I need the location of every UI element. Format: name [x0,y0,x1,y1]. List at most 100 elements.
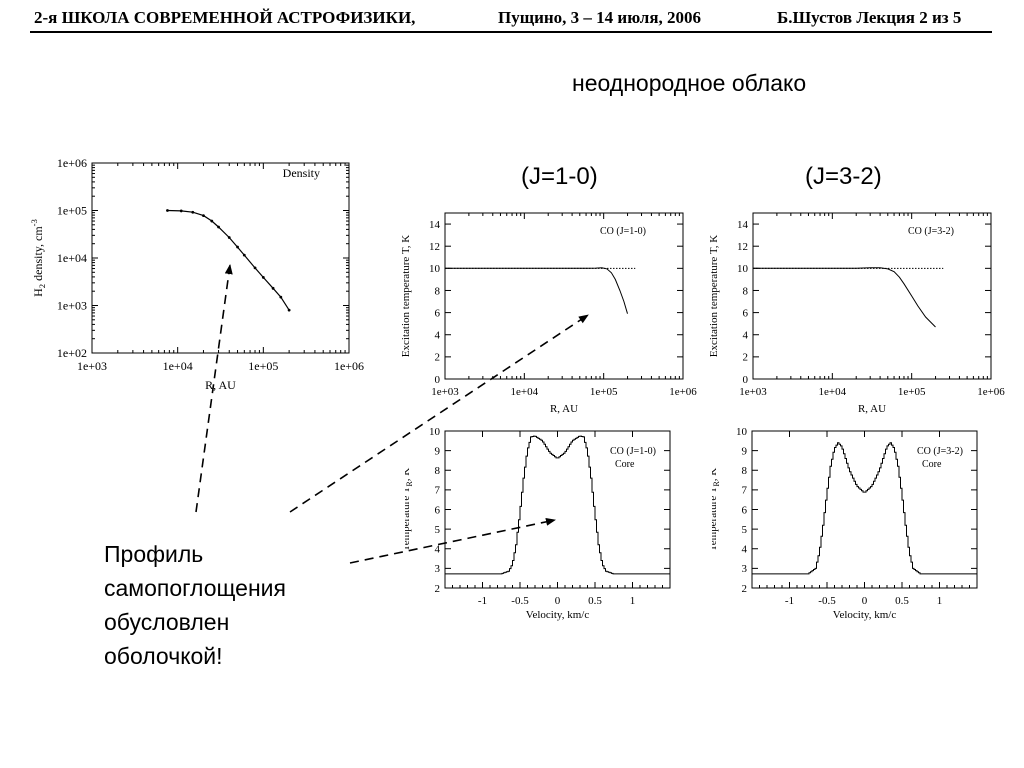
legend-entry: CO (J=1-0) [610,446,656,457]
x-axis-label: R, AU [858,403,886,415]
x-tick-label: 0 [862,595,868,607]
y-axis-label: Excitation temperature T, K [400,235,412,357]
y-tick-label: 14 [737,219,749,231]
y-tick-label: 4 [742,544,748,556]
x-tick-label: 1e+04 [819,386,847,398]
caption: Профиль самопоглощения обусловлен оболоч… [104,537,286,673]
y-axis-label: Temperature TR, K [405,468,414,551]
x-tick-label: 1e+05 [248,359,278,373]
y-tick-label: 1e+06 [57,156,87,170]
y-tick-label: 10 [737,263,749,275]
legend-entry: CO (J=3-2) [917,446,963,457]
y-tick-label: 7 [435,485,441,497]
series-line [753,267,936,328]
y-axis-label: Temperature TR, K [712,468,721,551]
x-tick-label: 1e+05 [898,386,926,398]
x-tick-label: -1 [785,595,794,607]
y-tick-label: 1e+04 [57,251,87,265]
legend-entry: Core [615,459,635,470]
header-school: 2-я ШКОЛА СОВРЕМЕННОЙ АСТРОФИЗИКИ, [34,8,416,27]
x-tick-label: 0.5 [588,595,602,607]
data-point [261,276,265,279]
spec-j10-chart: -1 -0.5 0 0.5 1 2 3 4 5 6 7 8 9 10 Velocity, km/c Tempe… [405,426,671,621]
plot-frame [444,212,684,380]
slide-header: 2-я ШКОЛА СОВРЕМЕННОЙ АСТРОФИЗИКИ, Пущин… [0,8,1024,34]
x-tick-label: 1e+05 [590,386,618,398]
arrow-to-tex-j10 [289,314,589,513]
x-tick-label: 1e+03 [739,386,767,398]
x-tick-label: 0 [555,595,561,607]
y-tick-label: 0 [743,374,749,386]
y-tick-label: 4 [435,330,441,342]
data-point [210,219,214,223]
y-tick-label: 7 [742,485,748,497]
y-tick-label: 2 [435,352,441,364]
header-divider [30,31,992,33]
x-tick-label: -0.5 [511,595,529,607]
y-tick-label: 9 [435,445,441,457]
y-tick-label: 9 [742,445,748,457]
x-axis-label: Velocity, km/c [833,609,897,621]
y-tick-label: 3 [435,563,441,575]
legend-entry: Core [922,459,942,470]
y-tick-label: 1e+02 [57,346,87,360]
y-tick-label: 8 [742,465,748,477]
series-line [445,435,670,575]
plot-frame [752,212,992,380]
data-point [287,308,291,312]
arrow-to-spec-j10 [349,517,556,564]
series-line [752,442,977,575]
caption-line-1: Профиль [104,541,204,567]
slide-title: неоднородное облако [572,70,807,96]
x-tick-label: 1e+04 [511,386,539,398]
legend-entry: CO (J=1-0) [600,226,646,237]
caption-line-3: обусловлен [104,609,230,635]
legend-entry: CO (J=3-2) [908,226,954,237]
data-point [191,210,195,214]
header-place-date: Пущино, 3 – 14 июля, 2006 [498,8,702,27]
y-tick-label: 2 [743,352,749,364]
y-tick-label: 6 [743,307,749,319]
y-tick-label: 12 [429,241,440,253]
y-tick-label: 1e+03 [57,299,87,313]
y-tick-label: 2 [742,583,748,595]
y-tick-label: 5 [742,524,748,536]
tex-j32-chart: 1e+03 1e+04 1e+05 1e+06 0 2 4 6 8 10 12 14 R, AU Exci… [708,212,1005,415]
y-tick-label: 8 [435,285,441,297]
data-point [242,253,246,257]
y-tick-label: 8 [435,465,441,477]
data-point [236,245,239,249]
y-tick-label: 1e+05 [57,204,87,218]
y-tick-label: 14 [429,219,441,231]
y-tick-label: 6 [742,504,748,516]
x-tick-label: -0.5 [818,595,836,607]
x-tick-label: 1e+03 [77,359,107,373]
y-tick-label: 4 [743,330,749,342]
y-tick-label: 5 [435,524,441,536]
arrow-to-density [195,264,233,513]
y-axis-label: Excitation temperature T, K [708,235,720,357]
data-point [227,236,231,239]
data-point [202,214,205,218]
y-tick-label: 10 [429,426,441,438]
header-lecture: Б.Шустов Лекция 2 из 5 [777,8,962,27]
y-tick-label: 6 [435,307,441,319]
x-tick-label: 1e+06 [334,359,364,373]
y-tick-label: 10 [736,426,748,438]
x-tick-label: 1e+03 [431,386,459,398]
panel-title-j10: (J=1-0) [521,163,598,190]
y-tick-label: 3 [742,563,748,575]
y-tick-label: 2 [435,583,441,595]
panel-title-j32: (J=3-2) [805,163,882,190]
data-point [217,225,220,229]
data-point [271,286,275,290]
x-tick-label: 0.5 [895,595,909,607]
data-point [179,209,183,213]
x-tick-label: 1e+04 [163,359,193,373]
x-tick-label: 1e+06 [669,386,697,398]
data-point [253,266,257,270]
density-chart: 1e+03 1e+04 1e+05 1e+061e+021e+031e+041e+05… [29,156,364,392]
caption-line-2: самопоглощения [104,575,286,601]
tex-j10-chart: 1e+03 1e+04 1e+05 1e+06 0 2 4 6 8 10 12 14 R, AU Exci… [400,212,697,415]
